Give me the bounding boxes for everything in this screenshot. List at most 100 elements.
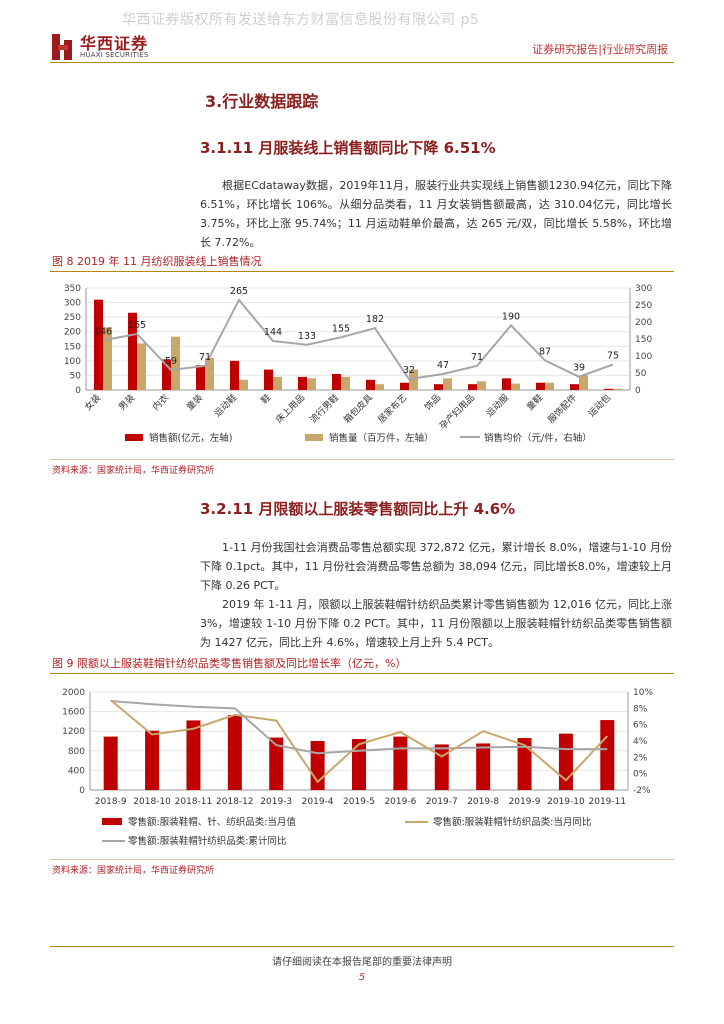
data-label-avg-price: 47 (437, 360, 449, 371)
figure-9-source: 资料来源：国家统计局，华西证券研究所 (52, 866, 215, 876)
x-tick-label: 运动服 (484, 392, 511, 419)
bar-sales-volume (273, 376, 282, 390)
figure-8-source: 资料来源：国家统计局，华西证券研究所 (52, 466, 215, 476)
bar-sales-amount (230, 360, 239, 390)
x-tick-label: 服饰配件 (545, 392, 579, 426)
x-tick-label: 内衣 (150, 392, 171, 413)
line-monthly-yoy (110, 699, 609, 784)
data-label-avg-price: 71 (471, 352, 483, 363)
paragraph-online-sales: 根据ECdataway数据，2019年11月，服装行业共实现线上销售额1230.… (200, 179, 672, 249)
x-tick-label: 运动包 (586, 392, 614, 420)
figure-9-title: 图 9 限额以上服装鞋帽针纺织品类零售销售额及同比增长率（亿元，%） (52, 657, 407, 670)
y-right-tick-label: 8% (633, 704, 648, 714)
bar-sales-volume (545, 382, 554, 390)
bar-sales-amount (332, 373, 341, 390)
bar-sales-volume (375, 384, 384, 390)
y-left-tick-label: 1200 (62, 727, 85, 737)
y-left-tick-label: 2000 (62, 688, 85, 698)
y-right-tick-label: 150 (635, 335, 652, 345)
watermark-text: 华西证券版权所有发送给东方财富信息股份有限公司 p5 (122, 12, 480, 28)
figure-8-bottom-rule (50, 459, 674, 460)
data-label-avg-price: 146 (94, 326, 112, 337)
bar-sales-volume (239, 379, 248, 390)
legend-label: 零售额:服装鞋帽针纺织品类:当月同比 (433, 816, 591, 828)
section-title: 3.行业数据跟踪 (205, 92, 319, 111)
data-label-avg-price: 133 (298, 331, 316, 342)
x-tick-label: 2019-4 (302, 797, 334, 807)
bar-monthly-retail (600, 720, 615, 790)
paragraph-apparel-retail: 2019 年 1-11 月，限额以上服装鞋帽针纺织品类累计零售销售额为 12,0… (200, 598, 672, 649)
bar-sales-amount (400, 382, 409, 390)
footer-divider (50, 946, 674, 947)
y-right-tick-label: 100 (635, 352, 652, 362)
bar-sales-amount (94, 299, 103, 390)
data-label-avg-price: 155 (332, 323, 350, 334)
data-label-avg-price: 182 (366, 314, 384, 325)
legend-label: 零售额:服装鞋帽、针、纺织品类:当月值 (128, 816, 296, 828)
x-tick-label: 男装 (116, 392, 137, 413)
line-avg-price (102, 298, 614, 381)
y-left-tick-label: 0 (75, 386, 81, 396)
data-label-avg-price: 144 (264, 327, 282, 338)
y-left-tick-label: 200 (64, 328, 81, 338)
bar-sales-volume (477, 381, 486, 390)
bar-sales-volume (409, 369, 418, 390)
x-tick-label: 女装 (82, 392, 103, 413)
bar-sales-amount (264, 369, 273, 390)
legal-notice: 请仔细阅读在本报告尾部的重要法律声明 (272, 957, 452, 968)
bar-sales-volume (307, 378, 316, 390)
bar-monthly-retail (103, 736, 118, 790)
logo-mark-icon (52, 34, 72, 60)
bar-sales-amount (128, 312, 137, 390)
y-left-tick-label: 400 (68, 766, 85, 776)
bar-sales-volume (205, 357, 214, 390)
bar-sales-amount (502, 378, 511, 390)
data-label-avg-price: 265 (230, 286, 248, 297)
figure-8-title: 图 8 2019 年 11 月纺织服装线上销售情况 (52, 255, 262, 268)
data-label-avg-price: 75 (607, 351, 619, 362)
bar-sales-amount (570, 384, 579, 390)
x-tick-label: 饰品 (422, 392, 443, 413)
bar-sales-volume (171, 336, 180, 390)
bar-monthly-retail (517, 738, 532, 790)
legend-label: 销售均价（元/件，右轴） (484, 432, 592, 444)
bar-sales-amount (468, 384, 477, 390)
x-tick-label: 2019-6 (384, 797, 416, 807)
bar-sales-amount (366, 379, 375, 390)
y-right-tick-label: 4% (633, 737, 648, 747)
y-left-tick-label: 0 (79, 786, 85, 796)
y-left-tick-label: 350 (64, 284, 81, 294)
figure-8-top-rule (50, 271, 674, 272)
bar-sales-volume (613, 388, 622, 390)
y-right-tick-label: 6% (633, 721, 648, 731)
bar-sales-amount (298, 376, 307, 390)
bar-monthly-retail (269, 737, 284, 790)
y-right-tick-label: 300 (635, 284, 652, 294)
x-tick-label: 2018-9 (95, 797, 127, 807)
data-label-avg-price: 190 (502, 311, 520, 322)
data-label-avg-price: 59 (165, 356, 177, 367)
y-right-tick-label: 10% (633, 688, 653, 698)
x-tick-label: 鞋 (258, 392, 273, 407)
y-right-tick-label: -2% (633, 786, 651, 796)
x-tick-label: 流行男鞋 (307, 392, 341, 426)
bar-monthly-retail (434, 744, 449, 790)
y-left-tick-label: 300 (64, 299, 81, 309)
legend-swatch (102, 818, 122, 825)
y-right-tick-label: 2% (633, 753, 648, 763)
paragraph-retail-total: 1-11 月份我国社会消费品零售总额实现 372,872 亿元，累计增长 8.0… (200, 541, 672, 592)
bar-sales-volume (341, 376, 350, 390)
data-label-avg-price: 39 (573, 363, 585, 374)
chart-apparel-retail: 0 400 800 1200 1600 2000 -2% 0% 2% 4% 6% 8% 10% 2018-… (62, 688, 653, 847)
data-label-avg-price: 71 (199, 352, 211, 363)
subsection-title-2: 3.2.11 月限额以上服装零售额同比上升 4.6% (200, 500, 516, 518)
figure-9-bottom-rule (50, 859, 674, 860)
x-tick-label: 2019-10 (547, 797, 585, 807)
legend-swatch (125, 434, 143, 441)
x-tick-label: 2019-7 (426, 797, 458, 807)
subsection-title-1: 3.1.11 月服装线上销售额同比下降 6.51% (200, 139, 496, 157)
x-tick-label: 2019-8 (467, 797, 499, 807)
legend-label: 零售额:服装鞋帽针纺织品类:累计同比 (128, 835, 286, 847)
bar-monthly-retail (476, 743, 491, 790)
y-left-tick-label: 250 (64, 313, 81, 323)
